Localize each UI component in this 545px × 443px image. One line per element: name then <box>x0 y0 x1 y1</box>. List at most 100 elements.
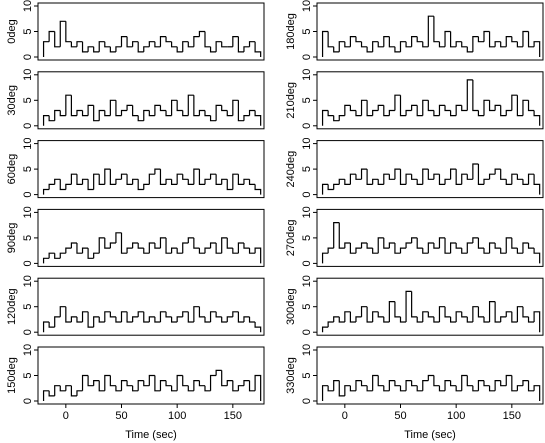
histogram-step <box>344 311 351 322</box>
y-tick-label: 0 <box>22 329 34 335</box>
histogram-step <box>488 31 496 48</box>
histogram-step <box>483 316 490 323</box>
histogram-step <box>226 110 233 117</box>
histogram-step <box>221 237 228 254</box>
histogram-step <box>65 94 72 116</box>
histogram-step <box>416 36 423 43</box>
histogram-step <box>477 164 484 185</box>
histogram-step <box>433 110 440 117</box>
histogram-step <box>444 105 451 112</box>
histogram-step <box>154 41 161 48</box>
histogram-step <box>54 385 61 396</box>
histogram-step <box>433 173 440 180</box>
histogram-step <box>98 174 105 185</box>
histogram-step <box>93 46 100 53</box>
histogram-step <box>355 247 362 254</box>
histogram-step <box>466 316 473 323</box>
histogram-step <box>76 316 83 323</box>
histogram-step <box>248 380 256 392</box>
histogram-step <box>59 252 66 259</box>
panel-label: 330deg <box>285 357 297 394</box>
histogram-step <box>360 306 368 317</box>
histogram-step <box>221 178 228 185</box>
y-tick-label: 0 <box>22 54 34 60</box>
histogram-step <box>383 105 390 117</box>
histogram-step <box>433 243 440 249</box>
histogram-step <box>87 46 94 52</box>
histogram-step <box>182 311 189 317</box>
histogram-step <box>338 222 345 249</box>
histogram-step <box>466 375 473 387</box>
histogram-step <box>59 110 66 117</box>
histogram-step <box>115 46 122 52</box>
histogram-step <box>54 31 61 48</box>
histogram-step <box>383 173 390 185</box>
histogram-step <box>455 243 462 249</box>
panel-frame <box>37 277 265 336</box>
histogram-step <box>466 46 473 53</box>
histogram-step <box>394 46 401 53</box>
histogram-step <box>527 31 535 48</box>
histogram-step <box>461 311 468 318</box>
histogram-step <box>394 380 401 387</box>
histogram-step <box>165 178 172 185</box>
histogram-step <box>444 306 451 318</box>
histogram-step <box>42 188 50 195</box>
y-tick-label: 0 <box>22 192 34 198</box>
histogram-step <box>372 374 379 391</box>
histogram-step <box>93 380 100 386</box>
histogram-step <box>366 306 373 323</box>
histogram-step <box>438 306 446 322</box>
histogram-step <box>70 242 77 249</box>
histogram-step <box>522 242 529 254</box>
histogram-step <box>360 380 368 387</box>
histogram-step <box>494 243 501 249</box>
y-tick-label: 10 <box>22 0 34 12</box>
histogram-step <box>104 237 111 249</box>
histogram-step <box>338 380 345 397</box>
histogram-step <box>377 41 384 48</box>
histogram-step <box>198 306 205 318</box>
histogram-step <box>221 105 228 112</box>
y-tick-label: 10 <box>22 137 34 149</box>
histogram-step <box>248 109 256 116</box>
histogram-step <box>488 301 496 322</box>
histogram-step <box>243 316 250 322</box>
histogram-step <box>87 311 94 328</box>
histogram-step <box>232 380 239 392</box>
histogram-step <box>215 104 222 121</box>
histogram-step <box>143 380 150 387</box>
histogram-step <box>193 380 200 391</box>
histogram-step <box>399 316 407 323</box>
histogram-step <box>472 237 479 243</box>
histogram-step <box>527 243 535 249</box>
panel-label: 240deg <box>285 151 297 188</box>
histogram-step <box>422 41 429 48</box>
histogram-step <box>215 243 222 254</box>
panel-label: 210deg <box>285 82 297 119</box>
histogram-step <box>461 41 468 48</box>
histogram-step <box>198 169 205 185</box>
histogram-step <box>209 374 217 391</box>
y-tick-label: 10 <box>301 0 313 12</box>
histogram-step <box>132 105 139 117</box>
histogram-step <box>232 36 239 47</box>
histogram-step <box>54 253 61 259</box>
histogram-step <box>254 41 262 57</box>
histogram-step <box>527 316 535 323</box>
y-tick-label: 5 <box>301 372 313 378</box>
histogram-step <box>416 179 423 185</box>
histogram-step <box>511 375 518 392</box>
histogram-step <box>165 380 172 387</box>
panel-label: 30deg <box>6 85 18 116</box>
y-tick-label: 0 <box>301 398 313 404</box>
histogram-step <box>349 173 356 185</box>
histogram-step <box>438 104 446 116</box>
histogram-step <box>137 179 144 191</box>
histogram-step <box>42 115 50 126</box>
histogram-step <box>187 179 194 185</box>
histogram-step <box>182 375 189 387</box>
histogram-step <box>115 178 122 185</box>
histogram-step <box>209 173 217 180</box>
